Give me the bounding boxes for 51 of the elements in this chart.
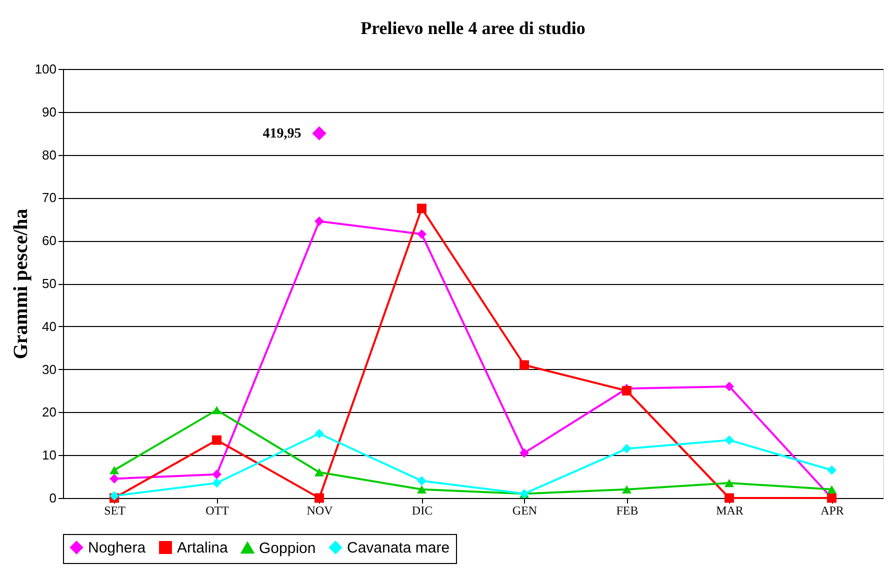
x-tick-label: SET (104, 504, 126, 518)
y-tick-label: 40 (42, 318, 56, 334)
y-tick-label: 60 (42, 233, 56, 248)
point (314, 216, 324, 226)
y-tick-label: 20 (42, 404, 56, 420)
point (212, 435, 222, 445)
x-tick-label: APR (820, 504, 844, 518)
point (212, 470, 222, 480)
y-tick-label: 10 (42, 448, 56, 463)
point (724, 493, 734, 503)
y-tick-label: 50 (42, 276, 56, 291)
point (417, 485, 426, 494)
y-tick-label: 30 (42, 362, 56, 377)
point (724, 382, 734, 392)
annotation: 419,95 (262, 126, 302, 142)
point (724, 435, 734, 445)
point (622, 444, 632, 454)
y-tick-label: 0 (49, 490, 56, 506)
point (417, 204, 426, 214)
point (622, 485, 632, 494)
legend-label: Goppion (259, 540, 316, 557)
x-tick-label: DIC (412, 504, 433, 518)
y-tick-label: 100 (34, 62, 56, 76)
point (212, 406, 222, 414)
point (520, 360, 529, 370)
point (314, 428, 324, 438)
x-tick-label: GEN (512, 504, 538, 518)
point (417, 229, 426, 239)
point (417, 476, 426, 486)
x-tick-label: FEB (616, 504, 638, 518)
point (314, 493, 324, 503)
point (110, 474, 119, 484)
point (110, 466, 119, 474)
point (724, 478, 734, 488)
y-axis-title: Grammi pesce/ha (10, 208, 32, 360)
y-tick-label: 80 (42, 147, 56, 162)
legend-label: Noghera (88, 540, 146, 557)
x-tick-label: OTT (206, 504, 230, 518)
point (827, 485, 836, 494)
x-tick-label: NOV (306, 504, 334, 518)
point (520, 448, 529, 458)
legend-label: Cavanata mare (347, 540, 450, 557)
x-tick-label: MAR (716, 504, 744, 518)
point (212, 478, 222, 488)
y-tick-label: 90 (42, 104, 56, 120)
legend-label: Artalina (177, 540, 229, 557)
point (827, 465, 836, 475)
chart-title: Prelievo nelle 4 aree di studio (360, 18, 586, 38)
point (314, 468, 324, 476)
point (622, 386, 632, 396)
y-tick-label: 70 (42, 190, 56, 206)
